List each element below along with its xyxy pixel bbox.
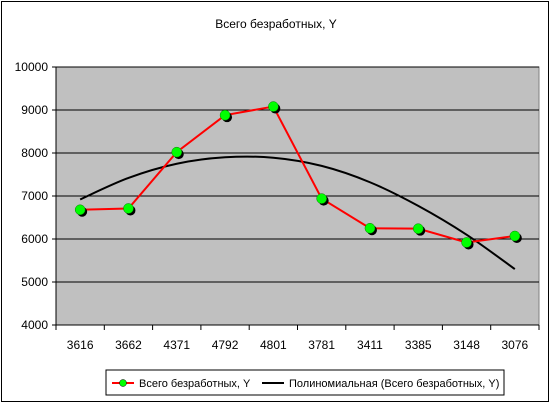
- x-tick-label: 4801: [260, 338, 287, 352]
- data-point: [364, 223, 376, 234]
- y-tick-label: 6000: [21, 232, 48, 246]
- data-point: [316, 193, 327, 204]
- y-tick-label: 9000: [21, 103, 48, 117]
- series: [74, 101, 522, 250]
- trendline-path: [79, 155, 516, 270]
- x-tick-label: 3662: [115, 338, 142, 352]
- legend-marker-series: [119, 379, 127, 387]
- data-point: [509, 230, 521, 242]
- data-point: [413, 223, 424, 234]
- y-tick-label: 10000: [15, 60, 49, 74]
- grid-lines: [56, 66, 539, 283]
- x-tick-label: 3385: [405, 338, 432, 352]
- data-point: [219, 109, 231, 121]
- x-tick-label: 3076: [501, 338, 528, 352]
- legend: Всего безработных, Y Полиномиальная (Все…: [105, 369, 505, 396]
- legend-label-series: Всего безработных, Y: [139, 378, 251, 390]
- legend-label-trend: Полиномиальная (Всего безработных, Y): [289, 378, 499, 390]
- chart-title: Всего безработных, Y: [215, 17, 337, 31]
- x-tick-label: 3148: [453, 338, 480, 352]
- series-line: [80, 105, 515, 244]
- x-tick-label: 4792: [212, 338, 239, 352]
- legend-box: [105, 369, 505, 396]
- y-tick-label: 7000: [21, 189, 48, 203]
- x-tick-label: 3411: [357, 338, 383, 352]
- data-point: [461, 237, 472, 248]
- y-tick-label: 5000: [21, 275, 48, 289]
- y-tick-label: 4000: [21, 318, 48, 332]
- axes: 4000 5000 6000 7000 8000 9000 10000 3616 3662 437…: [15, 60, 540, 352]
- data-point: [74, 204, 86, 216]
- x-tick-label: 3781: [308, 338, 335, 352]
- data-point: [268, 101, 279, 112]
- data-point: [123, 203, 134, 214]
- x-tick-label: 4371: [163, 338, 190, 352]
- x-tick-label: 3616: [67, 338, 94, 352]
- data-point: [171, 146, 182, 158]
- trendline: [79, 155, 516, 270]
- y-tick-label: 8000: [21, 146, 48, 160]
